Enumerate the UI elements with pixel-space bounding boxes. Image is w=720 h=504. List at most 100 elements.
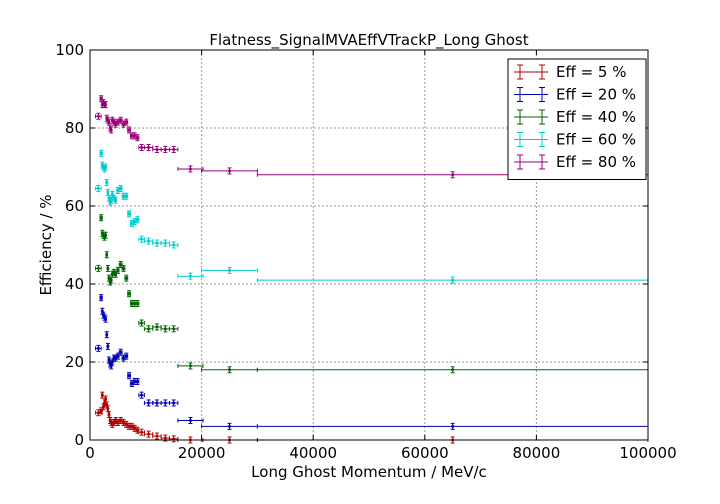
point-marker — [104, 317, 108, 321]
point-marker — [133, 220, 137, 224]
data-point — [106, 411, 111, 419]
point-marker — [96, 411, 100, 415]
legend-label: Eff = 40 % — [556, 108, 636, 126]
point-marker — [228, 169, 231, 173]
point-marker — [99, 296, 103, 300]
legend-item: Eff = 80 % — [514, 153, 636, 171]
legend-label: Eff = 60 % — [556, 131, 636, 149]
data-point — [127, 210, 132, 218]
point-marker — [99, 151, 103, 155]
data-point — [177, 272, 204, 280]
point-marker — [127, 374, 131, 378]
point-marker — [147, 401, 151, 405]
point-marker — [172, 147, 176, 151]
data-point — [256, 276, 649, 284]
point-marker — [109, 278, 113, 282]
point-marker — [155, 401, 159, 405]
point-marker — [96, 346, 100, 350]
point-marker — [155, 241, 159, 245]
point-marker — [188, 364, 192, 368]
point-marker — [228, 268, 231, 272]
point-marker — [105, 181, 109, 185]
point-marker — [127, 424, 131, 428]
point-marker — [155, 434, 159, 438]
data-point — [135, 378, 140, 385]
point-marker — [133, 426, 137, 430]
point-marker — [116, 268, 120, 272]
point-marker — [96, 266, 100, 270]
point-marker — [172, 243, 176, 247]
data-point — [201, 266, 258, 274]
data-point — [118, 184, 123, 192]
point-marker — [109, 128, 113, 132]
point-marker — [163, 327, 167, 331]
point-marker — [127, 292, 131, 296]
point-marker — [135, 218, 139, 222]
y-tick-label: 0 — [74, 431, 84, 449]
point-marker — [116, 354, 120, 358]
point-marker — [105, 253, 109, 257]
point-marker — [106, 190, 110, 194]
legend: Eff = 5 % Eff = 20 % Eff = 40 % Eff = 60 % E… — [507, 58, 647, 180]
y-tick-label: 100 — [55, 41, 84, 59]
plot-frame — [89, 49, 649, 441]
data-point — [127, 372, 132, 380]
data-point — [124, 118, 129, 126]
data-point — [100, 391, 105, 399]
data-point — [105, 264, 110, 272]
data-point — [143, 325, 154, 333]
point-marker — [133, 380, 137, 383]
point-marker — [104, 233, 108, 237]
point-marker — [140, 430, 144, 434]
data-point — [99, 214, 104, 222]
point-marker — [451, 278, 455, 282]
data-point — [95, 184, 102, 192]
data-point — [109, 126, 114, 134]
point-marker — [119, 263, 123, 266]
point-marker — [133, 302, 137, 305]
series-1 — [95, 391, 649, 444]
data-point — [99, 149, 104, 157]
data-point — [127, 126, 132, 134]
point-marker — [130, 134, 134, 138]
point-marker — [119, 118, 123, 122]
point-marker — [147, 239, 151, 243]
y-tick-label: 60 — [65, 197, 84, 215]
legend-item: Eff = 60 % — [514, 131, 636, 149]
data-point — [138, 319, 145, 327]
y-tick-label: 20 — [65, 353, 84, 371]
point-marker — [119, 350, 123, 354]
point-marker — [451, 368, 455, 372]
data-point — [103, 315, 108, 323]
data-point — [124, 192, 129, 200]
data-point — [95, 112, 102, 120]
point-marker — [109, 198, 113, 202]
point-marker — [127, 212, 131, 216]
x-tick-label: 60000 — [401, 444, 449, 462]
point-marker — [124, 120, 128, 124]
point-marker — [163, 401, 167, 405]
point-marker — [163, 436, 167, 440]
point-marker — [147, 432, 151, 436]
point-marker — [163, 241, 167, 245]
data-point — [105, 342, 110, 350]
data-point — [169, 325, 179, 333]
x-axis-label: Long Ghost Momentum / MeV/c — [251, 463, 487, 481]
point-marker — [124, 422, 128, 426]
point-marker — [100, 393, 104, 397]
legend-label: Eff = 80 % — [556, 153, 636, 171]
point-marker — [107, 413, 111, 417]
point-marker — [140, 321, 144, 325]
point-marker — [116, 420, 120, 424]
point-marker — [172, 327, 176, 331]
data-point — [113, 196, 118, 204]
x-tick-label: 40000 — [289, 444, 337, 462]
point-marker — [451, 424, 455, 428]
point-marker — [119, 419, 123, 422]
point-marker — [106, 266, 110, 270]
point-marker — [155, 147, 159, 151]
point-marker — [127, 128, 131, 132]
data-point — [95, 264, 102, 272]
data-point — [177, 362, 204, 370]
